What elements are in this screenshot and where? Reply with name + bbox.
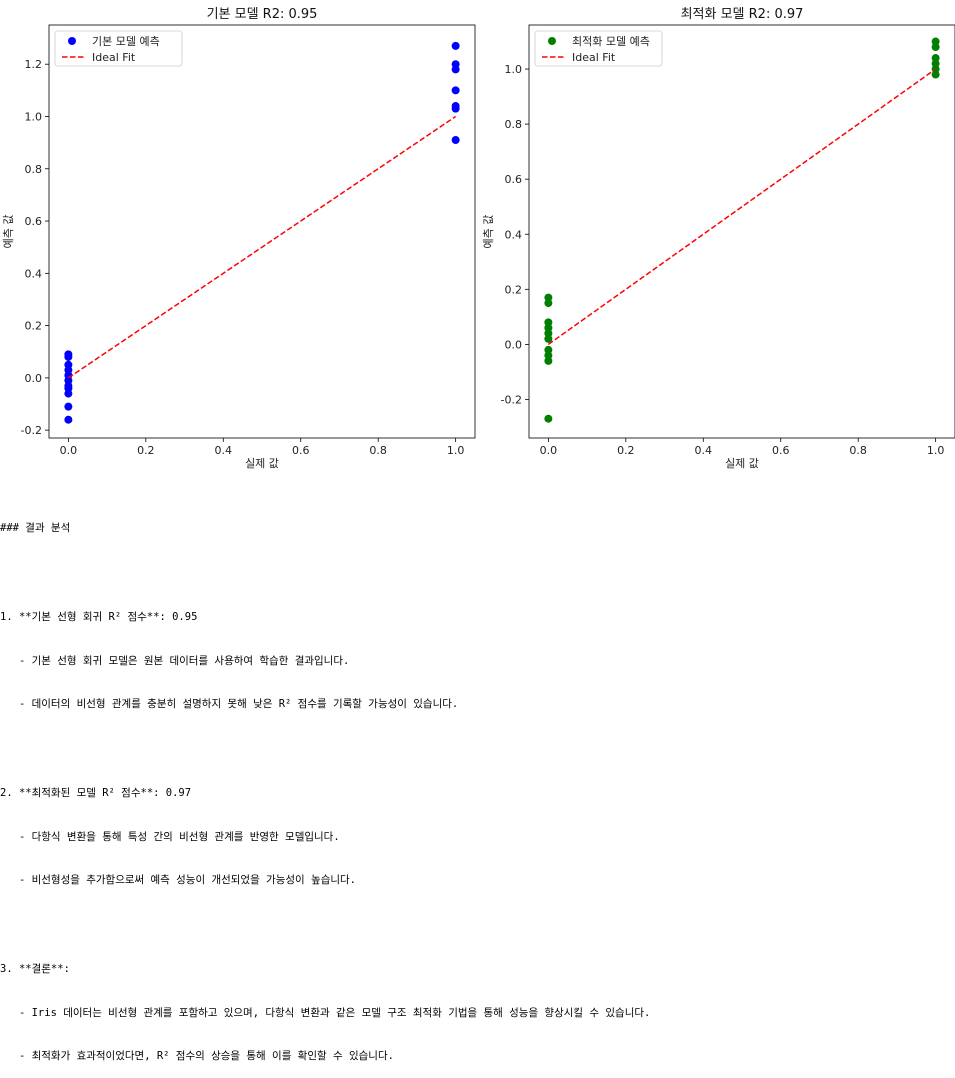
legend-marker-swatch xyxy=(68,37,76,45)
data-point xyxy=(451,41,460,50)
y-tick-label: 0.6 xyxy=(505,173,523,186)
notes-heading: ### 결과 분석 xyxy=(0,522,71,534)
y-tick-label: 0.0 xyxy=(505,338,523,351)
section-3-bullet: - Iris 데이터는 비선형 관계를 포함하고 있으며, 다항식 변환과 같은… xyxy=(0,1006,651,1019)
x-axis-label: 실제 값 xyxy=(725,457,759,470)
data-point xyxy=(64,352,73,361)
x-tick-label: 0.8 xyxy=(369,444,387,457)
y-axis-label: 예측 값 xyxy=(482,215,495,249)
legend-label: Ideal Fit xyxy=(92,51,136,64)
x-tick-label: 0.4 xyxy=(695,444,713,457)
x-tick-label: 0.6 xyxy=(772,444,790,457)
x-tick-label: 0.8 xyxy=(849,444,867,457)
data-point xyxy=(544,356,553,365)
x-tick-label: 0.2 xyxy=(617,444,635,457)
data-point xyxy=(544,323,553,332)
data-point xyxy=(544,329,553,338)
ideal-fit-line xyxy=(547,68,937,345)
y-tick-label: 0.2 xyxy=(25,320,43,333)
data-point xyxy=(931,43,940,52)
baseline-model-chart: 기본 모델 R2: 0.95 0.0 0.2 0.4 0.6 0.8 1.0 -0.2 0.0 0… xyxy=(2,7,476,470)
legend-box xyxy=(534,30,663,67)
data-point xyxy=(544,345,553,354)
section-2-title: 2. **최적화된 모델 R² 점수**: 0.97 xyxy=(0,787,192,799)
section-3-title: 3. **결론**: xyxy=(0,963,70,975)
x-tick-label: 0.6 xyxy=(292,444,310,457)
x-tick-label: 0.4 xyxy=(215,444,233,457)
y-tick-label: 0.8 xyxy=(505,118,523,131)
y-tick-label: 1.0 xyxy=(25,110,43,123)
data-point xyxy=(451,136,460,145)
data-point xyxy=(451,86,460,95)
section-1-title: 1. **기본 선형 회귀 R² 점수**: 0.95 xyxy=(0,611,198,623)
results-analysis: ### 결과 분석 1. **기본 선형 회귀 R² 점수**: 0.95 - … xyxy=(0,492,955,1078)
data-point xyxy=(544,293,553,302)
y-tick-label: 0.4 xyxy=(25,267,43,280)
y-tick-label: 1.2 xyxy=(25,58,43,71)
data-point xyxy=(544,299,553,308)
data-point xyxy=(544,334,553,343)
ideal-fit-line xyxy=(67,115,457,379)
chart-title: 최적화 모델 R2: 0.97 xyxy=(681,7,804,22)
chart-title: 기본 모델 R2: 0.95 xyxy=(207,7,318,22)
data-point xyxy=(931,54,940,63)
comparison-charts: 기본 모델 R2: 0.95 0.0 0.2 0.4 0.6 0.8 1.0 -0.2 0.0 0… xyxy=(2,7,955,470)
data-point xyxy=(544,414,553,423)
y-tick-label: 0.0 xyxy=(25,372,43,385)
y-tick-label: 0.6 xyxy=(25,215,43,228)
plot-frame xyxy=(528,24,955,439)
x-tick-label: 0.0 xyxy=(60,444,78,457)
y-tick-label: 0.8 xyxy=(25,163,43,176)
data-point xyxy=(931,37,940,46)
plot-frame xyxy=(48,24,476,439)
legend: 최적화 모델 예측 Ideal Fit xyxy=(534,30,663,67)
data-point xyxy=(544,318,553,327)
x-tick-label: 0.0 xyxy=(540,444,558,457)
optimized-model-chart: 최적화 모델 R2: 0.97 0.0 0.2 0.4 0.6 0.8 1.0 -0.2 0.0… xyxy=(482,7,955,470)
data-point xyxy=(931,70,940,79)
section-3-bullet: - 최적화가 효과적이었다면, R² 점수의 상승을 통해 이를 확인할 수 있… xyxy=(0,1050,394,1062)
data-point xyxy=(64,402,73,411)
y-tick-label: 0.2 xyxy=(505,283,523,296)
section-1-bullet: - 기본 선형 회귀 모델은 원본 데이터를 사용하여 학습한 결과입니다. xyxy=(0,654,350,667)
legend-label: 최적화 모델 예측 xyxy=(572,35,650,48)
y-tick-label: 1.0 xyxy=(505,63,523,76)
y-tick-label: 0.4 xyxy=(505,228,523,241)
y-tick-label: -0.2 xyxy=(501,393,522,406)
legend-box xyxy=(54,30,183,67)
x-tick-label: 1.0 xyxy=(927,444,945,457)
section-1-bullet: - 데이터의 비선형 관계를 충분히 설명하지 못해 낮은 R² 점수를 기록할… xyxy=(0,698,459,710)
x-tick-label: 0.2 xyxy=(137,444,155,457)
legend-marker-swatch xyxy=(548,37,556,45)
data-point xyxy=(451,65,460,74)
data-point xyxy=(931,59,940,68)
legend-label: 기본 모델 예측 xyxy=(92,35,160,48)
legend-label: Ideal Fit xyxy=(572,51,616,64)
y-axis-label: 예측 값 xyxy=(2,215,15,249)
data-point xyxy=(64,415,73,424)
x-axis-label: 실제 값 xyxy=(245,457,279,470)
y-tick-label: -0.2 xyxy=(21,424,42,437)
data-point xyxy=(64,389,73,398)
legend: 기본 모델 예측 Ideal Fit xyxy=(54,30,183,67)
data-point xyxy=(544,351,553,360)
section-2-bullet: - 다항식 변환을 통해 특성 간의 비선형 관계를 반영한 모델입니다. xyxy=(0,830,340,843)
x-tick-label: 1.0 xyxy=(447,444,465,457)
section-2-bullet: - 비선형성을 추가함으로써 예측 성능이 개선되었을 가능성이 높습니다. xyxy=(0,874,356,886)
data-point xyxy=(451,104,460,113)
